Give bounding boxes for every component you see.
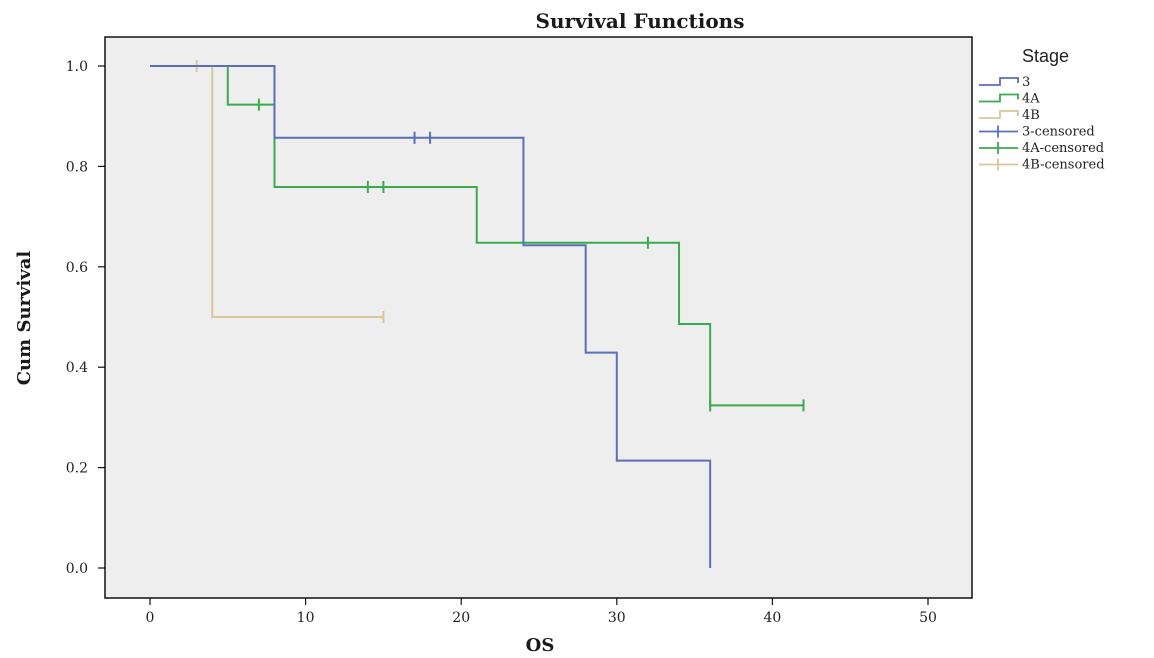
x-axis-label: OS <box>526 635 555 656</box>
legend-entry-label: 3-censored <box>1022 125 1095 140</box>
legend-entry-label: 4A-censored <box>1022 141 1104 156</box>
series-layer <box>150 60 805 568</box>
x-tick-label: 10 <box>297 610 315 626</box>
legend-swatch <box>979 77 1019 86</box>
x-tick-label: 20 <box>452 610 470 626</box>
y-axis: 0.0 0.2 0.4 0.6 0.8 1.0 <box>66 59 105 577</box>
y-tick-label: 0.8 <box>66 159 88 175</box>
legend-swatch <box>979 93 1019 103</box>
x-tick-label: 0 <box>146 610 155 626</box>
y-tick-label: 0.6 <box>66 260 88 276</box>
series-line-3 <box>150 65 712 568</box>
y-tick-label: 0.0 <box>66 561 88 577</box>
legend-entry-label: 3 <box>1022 75 1030 90</box>
x-axis: 0 10 20 30 40 50 <box>146 598 937 626</box>
legend-entry-label: 4A <box>1022 92 1040 107</box>
y-tick-label: 1.0 <box>66 59 88 75</box>
series-line-4A <box>150 65 804 407</box>
legend-entry-label: 4B <box>1022 108 1040 123</box>
x-tick-label: 50 <box>919 610 937 626</box>
y-tick-label: 0.2 <box>66 461 88 477</box>
y-axis-label: Cum Survival <box>14 251 35 386</box>
legend-swatch <box>979 110 1019 119</box>
legend-title: Stage <box>1022 46 1069 66</box>
legend-entry-label: 4B-censored <box>1022 158 1105 173</box>
x-tick-label: 30 <box>608 610 626 626</box>
y-tick-label: 0.4 <box>66 360 88 376</box>
chart-title: Survival Functions <box>536 9 745 33</box>
x-tick-label: 40 <box>763 610 781 626</box>
